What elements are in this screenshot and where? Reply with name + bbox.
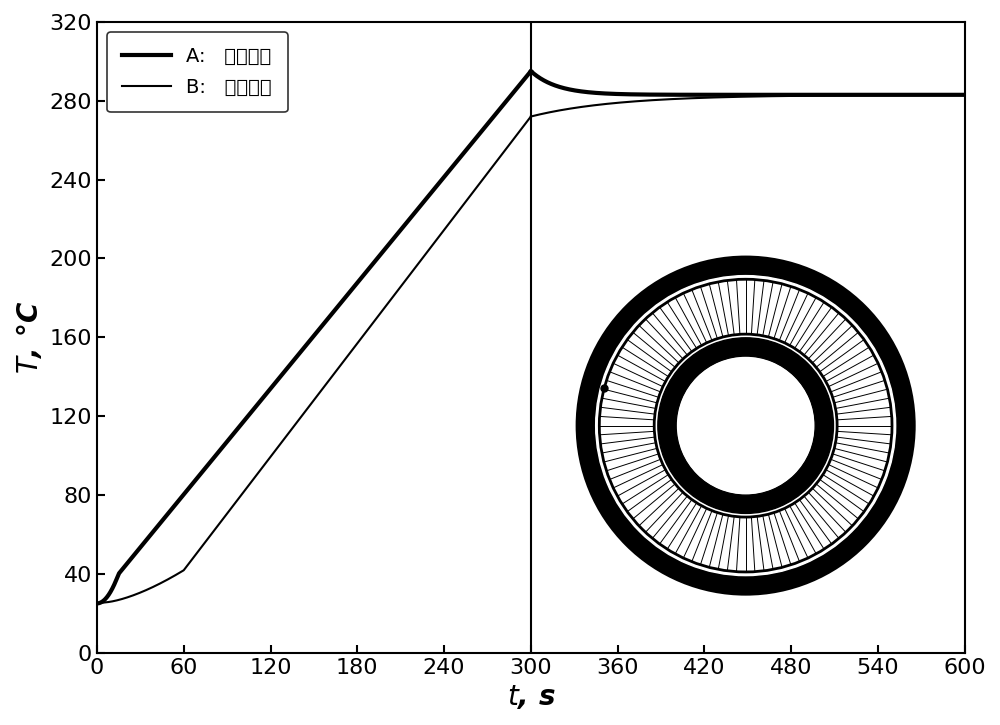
Y-axis label: $T$, °C: $T$, °C	[14, 301, 44, 374]
Legend: A:   铁芯外侧, B:   铁芯内侧: A: 铁芯外侧, B: 铁芯内侧	[107, 32, 288, 112]
X-axis label: $t$, s: $t$, s	[507, 683, 555, 711]
